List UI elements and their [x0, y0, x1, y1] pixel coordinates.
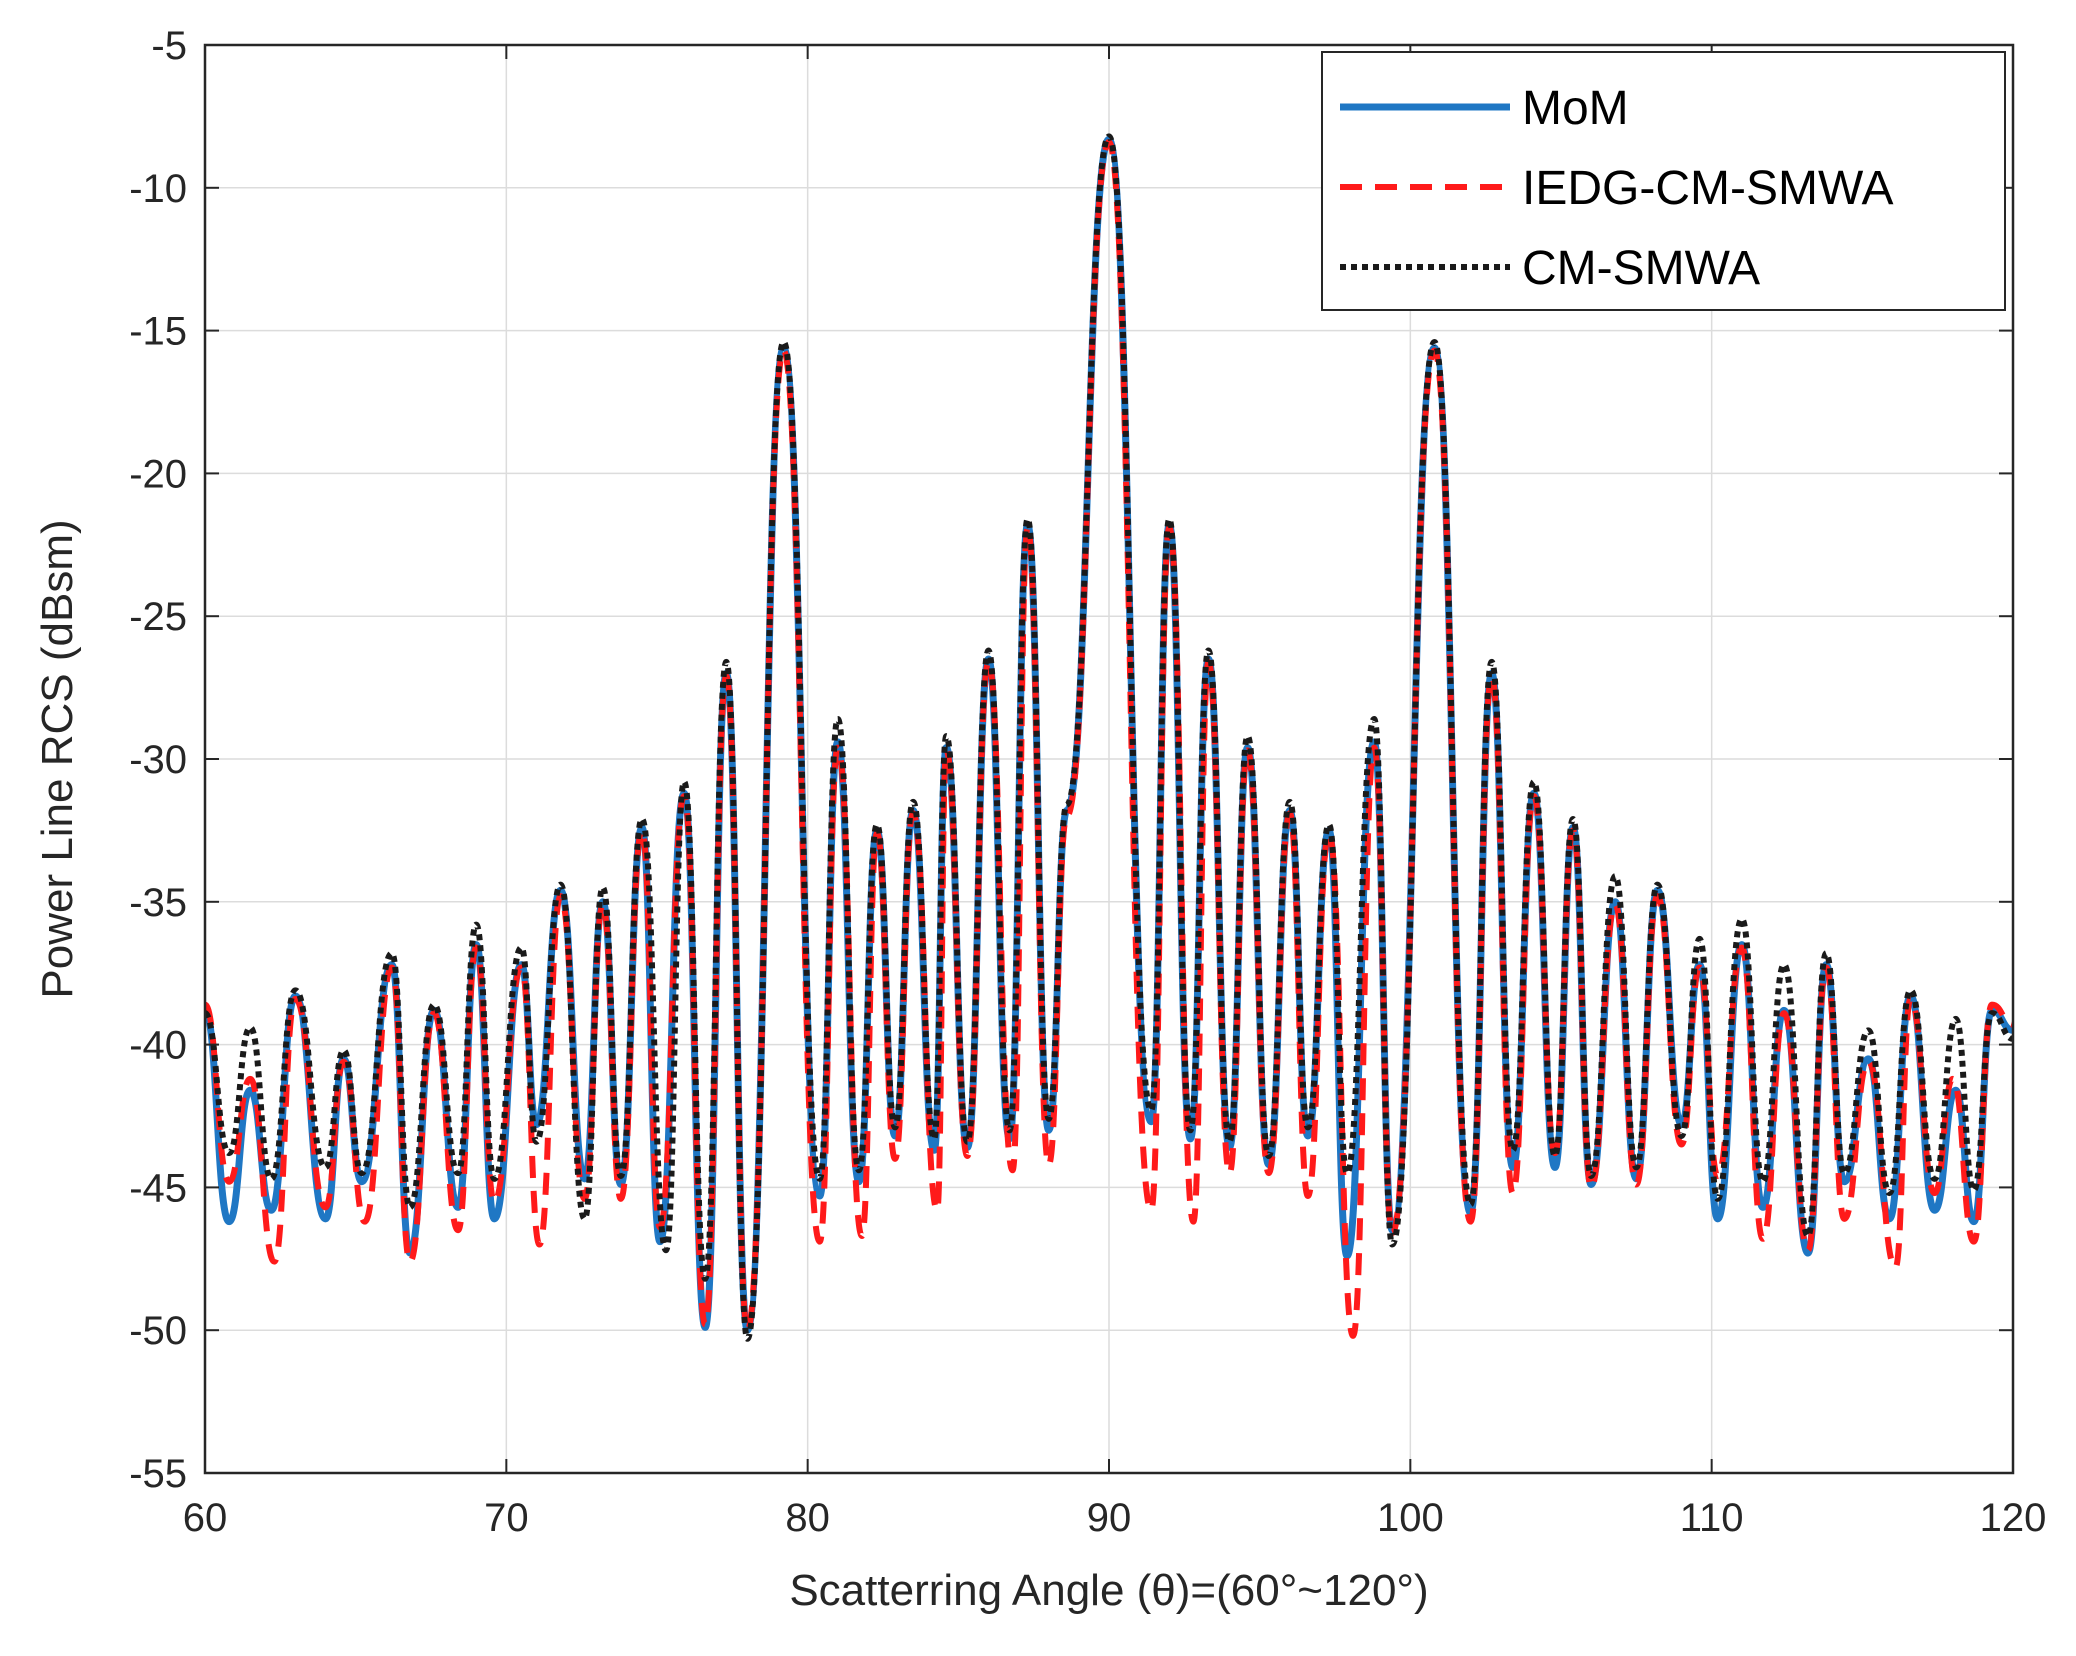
series-line-iedg-cm-smwa	[205, 139, 2013, 1339]
grid	[205, 45, 2013, 1473]
y-axis-title: Power Line RCS (dBsm)	[33, 519, 82, 998]
x-tick-label: 80	[785, 1496, 830, 1540]
y-tick-label: -45	[129, 1166, 187, 1210]
y-tick-label: -55	[129, 1452, 187, 1496]
x-tick-label: 110	[1680, 1496, 1744, 1540]
y-tick-labels: -5 -10 -15 -20 -25 -30 -35 -40 -45 -50 -55	[129, 24, 187, 1496]
y-tick-label: -15	[129, 310, 187, 354]
series-layer	[205, 133, 2013, 1342]
series-line-cm-smwa	[205, 133, 2013, 1342]
x-tick-label: 100	[1377, 1496, 1444, 1540]
y-tick-label: -50	[129, 1309, 187, 1353]
y-tick-label: -40	[129, 1024, 187, 1068]
y-tick-label: -10	[129, 167, 187, 211]
legend-label: MoM	[1522, 82, 1629, 135]
x-tick-label: 70	[484, 1496, 529, 1540]
y-tick-label: -30	[129, 738, 187, 782]
legend: MoM IEDG-CM-SMWA CM-SMWA	[1321, 51, 2006, 311]
x-tick-labels: 60 70 80 90 100 110 120	[183, 1496, 2047, 1540]
x-tick-label: 90	[1087, 1496, 1132, 1540]
y-tick-label: -35	[129, 881, 187, 925]
y-tick-label: -20	[129, 452, 187, 496]
legend-label: CM-SMWA	[1522, 242, 1760, 295]
x-axis-title: Scatterring Angle (θ)=(60°~120°)	[789, 1566, 1428, 1615]
x-tick-label: 60	[183, 1496, 228, 1540]
y-tick-label: -25	[129, 595, 187, 639]
x-tick-label: 120	[1980, 1496, 2047, 1540]
y-tick-label: -5	[151, 24, 187, 68]
legend-label: IEDG-CM-SMWA	[1522, 162, 1894, 215]
legend-box	[1321, 51, 2006, 311]
